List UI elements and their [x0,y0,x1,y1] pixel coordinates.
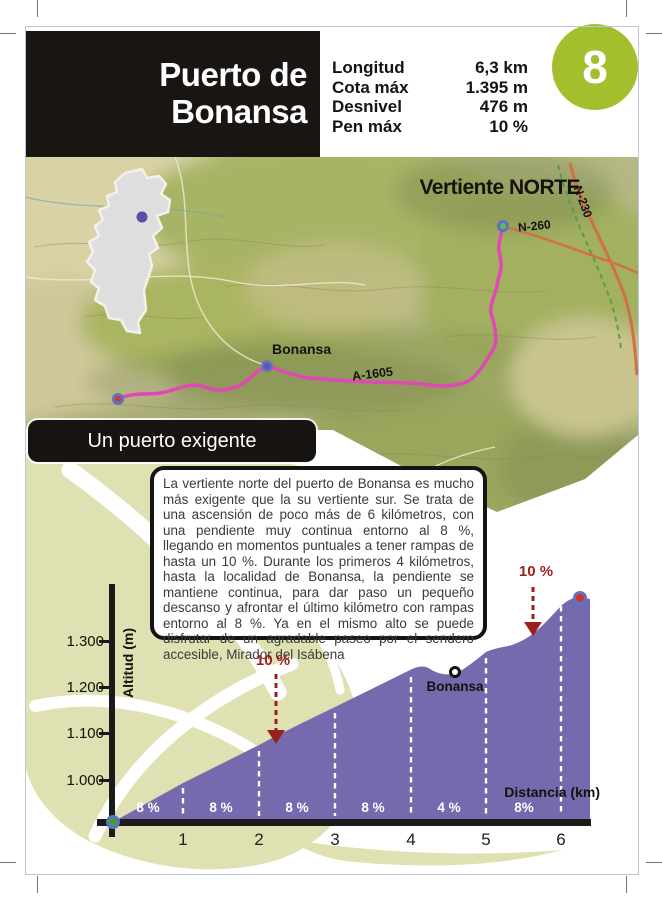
gradient-label-seg3: 8 % [285,800,309,815]
description-paragraph: La vertiente norte del puerto de Bonansa… [150,466,487,662]
stat-row-cota-max: Cota máx 1.395 m [332,78,528,98]
inset-location-dot [136,211,148,223]
y-tick-1000: 1.000 [66,772,104,789]
x-tick-3: 3 [330,830,340,849]
y-axis-ticks [99,640,109,782]
y-tick-1200: 1.200 [66,679,104,696]
crop-mark [37,876,38,893]
route-line [116,224,505,401]
x-tick-1: 1 [178,830,188,849]
title-block: Puerto de Bonansa [25,31,320,157]
profile-summit-marker [573,591,587,605]
stat-label: Desnivel [332,97,402,116]
stat-label: Cota máx [332,77,409,97]
x-axis [97,819,591,826]
x-tick-6: 6 [556,830,566,849]
crop-mark [626,0,627,17]
climb-number-badge: 8 [552,24,638,110]
profile-start-marker [106,815,120,829]
stat-value: 10 % [489,116,528,136]
x-axis-title: Distancia (km) [504,784,600,800]
x-tick-2: 2 [254,830,264,849]
crop-mark [0,33,16,34]
gradient-label-seg2: 8 % [209,800,233,815]
page-title-line1: Puerto de [159,56,307,93]
stat-label: Longitud [332,58,405,77]
profile-town-label: Bonansa [426,679,484,694]
road-n230 [568,162,638,376]
route-start-marker [112,393,124,405]
elevation-profile-chart [97,584,591,837]
page-title-line2: Bonansa [171,93,307,130]
stat-value: 1.395 m [465,77,528,97]
crop-mark [646,33,662,34]
trail-dashed [557,164,622,350]
section-tagline: Un puerto exigente [28,420,316,462]
y-tick-1300: 1.300 [66,633,104,650]
gradient-label-seg6: 8% [514,800,534,815]
crop-mark [646,862,662,863]
climb-stats: Longitud 6,3 km Cota máx 1.395 m Desnive… [332,58,528,136]
map-town-label: Bonansa [272,341,332,357]
gradient-label-seg1: 8 % [136,800,160,815]
map-heading: Vertiente NORTE [419,176,580,199]
stat-value: 476 m [479,97,528,116]
crop-mark [37,0,38,17]
km-gridlines [181,606,563,816]
profile-town-marker [449,666,461,678]
profile-area [113,597,590,822]
y-axis [109,584,115,837]
x-tick-4: 4 [406,830,416,849]
y-axis-title: Altitud (m) [120,628,136,698]
gradient-annotation-arrows [267,587,542,744]
stat-label: Pen máx [332,116,402,136]
stat-value: 6,3 km [475,58,528,77]
max-gradient-annotation-2: 10 % [518,563,554,580]
max-gradient-annotation-1: 10 % [255,652,291,669]
stat-row-pen-max: Pen máx 10 % [332,117,528,137]
gradient-label-seg4: 8 % [361,800,385,815]
x-tick-5: 5 [481,830,491,849]
region-inset-aragon [85,167,172,335]
summit-marker [497,220,509,232]
stat-row-desnivel: Desnivel 476 m [332,97,528,117]
stat-row-longitud: Longitud 6,3 km [332,58,528,78]
crop-mark [626,876,627,893]
y-tick-1100: 1.100 [66,725,104,742]
gradient-label-seg5: 4 % [437,800,461,815]
town-marker [261,360,273,372]
road-n260 [504,225,638,275]
crop-mark [0,862,16,863]
